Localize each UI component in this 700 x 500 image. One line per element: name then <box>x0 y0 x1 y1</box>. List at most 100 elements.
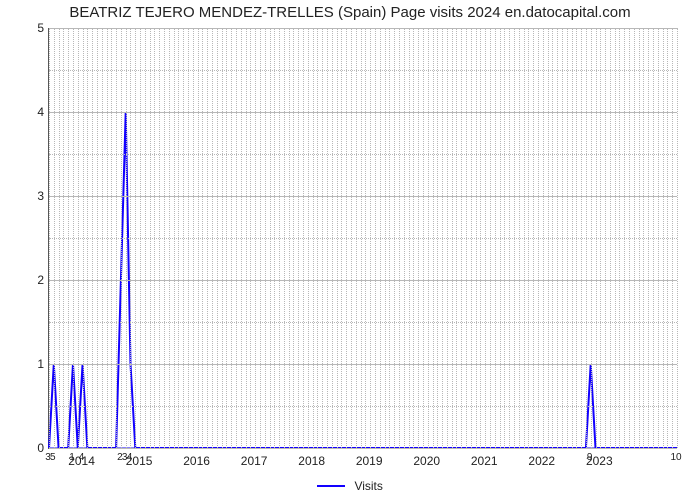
grid-minor-v <box>260 28 261 448</box>
grid-minor-v <box>456 28 457 448</box>
grid-minor-v <box>87 28 88 448</box>
grid-minor-v <box>126 28 127 448</box>
grid-minor-v <box>183 28 184 448</box>
grid-minor-v <box>188 28 189 448</box>
grid-line-h <box>49 28 677 29</box>
grid-minor-v <box>538 28 539 448</box>
grid-minor-v <box>461 28 462 448</box>
grid-minor-v <box>413 28 414 448</box>
x-category-label: 10 <box>670 452 681 463</box>
grid-minor-v <box>428 28 429 448</box>
grid-minor-v <box>274 28 275 448</box>
grid-minor-v <box>207 28 208 448</box>
grid-minor-v <box>615 28 616 448</box>
x-category-label: 4 <box>79 452 85 463</box>
grid-minor-v <box>596 28 597 448</box>
grid-minor-v <box>236 28 237 448</box>
grid-minor-v <box>102 28 103 448</box>
grid-minor-v <box>452 28 453 448</box>
grid-minor-v <box>528 28 529 448</box>
grid-minor-v <box>107 28 108 448</box>
grid-minor-v <box>145 28 146 448</box>
grid-minor-h <box>49 406 677 407</box>
x-year-label: 2022 <box>528 454 555 468</box>
grid-minor-v <box>293 28 294 448</box>
grid-minor-v <box>605 28 606 448</box>
grid-minor-v <box>327 28 328 448</box>
grid-minor-v <box>337 28 338 448</box>
grid-minor-v <box>629 28 630 448</box>
grid-minor-v <box>567 28 568 448</box>
y-tick-label: 0 <box>30 441 44 455</box>
grid-minor-v <box>519 28 520 448</box>
grid-minor-h <box>49 322 677 323</box>
grid-minor-v <box>404 28 405 448</box>
grid-minor-v <box>658 28 659 448</box>
grid-line-h <box>49 448 677 449</box>
grid-minor-v <box>581 28 582 448</box>
grid-minor-v <box>389 28 390 448</box>
grid-minor-v <box>193 28 194 448</box>
grid-minor-v <box>303 28 304 448</box>
grid-minor-v <box>92 28 93 448</box>
grid-minor-v <box>279 28 280 448</box>
grid-minor-v <box>504 28 505 448</box>
grid-minor-v <box>639 28 640 448</box>
grid-minor-v <box>361 28 362 448</box>
grid-minor-v <box>116 28 117 448</box>
grid-minor-v <box>217 28 218 448</box>
grid-minor-h <box>49 238 677 239</box>
legend-swatch <box>317 485 345 487</box>
grid-minor-v <box>648 28 649 448</box>
grid-minor-v <box>135 28 136 448</box>
grid-minor-v <box>317 28 318 448</box>
grid-minor-v <box>663 28 664 448</box>
y-tick-label: 1 <box>30 357 44 371</box>
grid-minor-v <box>562 28 563 448</box>
grid-minor-v <box>548 28 549 448</box>
grid-minor-v <box>346 28 347 448</box>
x-category-label: 4 <box>127 452 133 463</box>
x-category-label: 1 <box>69 452 75 463</box>
grid-minor-v <box>59 28 60 448</box>
grid-minor-v <box>198 28 199 448</box>
grid-minor-v <box>164 28 165 448</box>
grid-minor-v <box>375 28 376 448</box>
grid-minor-v <box>231 28 232 448</box>
grid-minor-v <box>246 28 247 448</box>
grid-minor-v <box>169 28 170 448</box>
grid-minor-v <box>270 28 271 448</box>
grid-minor-v <box>226 28 227 448</box>
grid-minor-v <box>150 28 151 448</box>
grid-minor-v <box>634 28 635 448</box>
grid-line-h <box>49 112 677 113</box>
grid-minor-v <box>174 28 175 448</box>
grid-minor-v <box>423 28 424 448</box>
grid-minor-v <box>619 28 620 448</box>
x-category-label: 5 <box>50 452 56 463</box>
grid-minor-v <box>610 28 611 448</box>
grid-minor-v <box>313 28 314 448</box>
grid-minor-v <box>653 28 654 448</box>
grid-minor-v <box>533 28 534 448</box>
grid-minor-v <box>643 28 644 448</box>
grid-minor-v <box>624 28 625 448</box>
grid-minor-v <box>54 28 55 448</box>
grid-minor-v <box>557 28 558 448</box>
grid-minor-v <box>308 28 309 448</box>
grid-minor-v <box>399 28 400 448</box>
grid-minor-v <box>78 28 79 448</box>
grid-minor-v <box>586 28 587 448</box>
grid-minor-v <box>480 28 481 448</box>
x-year-label: 2019 <box>356 454 383 468</box>
grid-minor-v <box>49 28 50 448</box>
grid-minor-v <box>83 28 84 448</box>
grid-minor-v <box>394 28 395 448</box>
grid-line-h <box>49 196 677 197</box>
grid-minor-v <box>418 28 419 448</box>
grid-minor-v <box>68 28 69 448</box>
grid-minor-v <box>255 28 256 448</box>
grid-minor-v <box>543 28 544 448</box>
x-category-label: 9 <box>587 452 593 463</box>
grid-minor-v <box>385 28 386 448</box>
